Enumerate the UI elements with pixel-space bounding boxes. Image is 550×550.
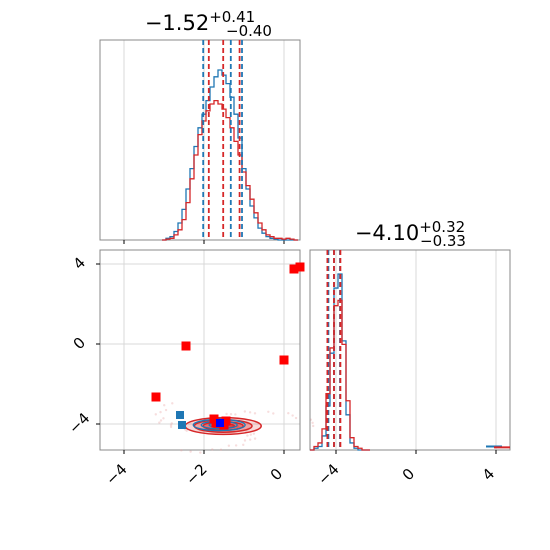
title-marginal-x-minus: −0.40 bbox=[226, 22, 272, 40]
sample-point bbox=[158, 421, 161, 424]
sample-point bbox=[253, 412, 257, 415]
truth-marker bbox=[216, 419, 224, 427]
grid-joint bbox=[100, 250, 300, 450]
red-marker bbox=[181, 341, 191, 351]
sample-point bbox=[311, 424, 315, 428]
sample-point bbox=[162, 417, 165, 420]
sample-point bbox=[159, 419, 163, 422]
marginal-y-histogram-panel: −4 0 4 bbox=[309, 249, 511, 489]
sample-point bbox=[171, 402, 174, 405]
sample-point bbox=[211, 448, 214, 451]
frame-marginal-x bbox=[99, 39, 301, 241]
x-tick-label: −2 bbox=[182, 460, 210, 488]
sample-point bbox=[180, 449, 183, 452]
frame-marginal-y bbox=[309, 249, 511, 451]
red-marker bbox=[151, 392, 161, 402]
grid-marginal-y bbox=[335, 250, 497, 450]
sample-point bbox=[294, 416, 298, 420]
title-marginal-y-minus: −0.33 bbox=[420, 232, 466, 250]
sample-point bbox=[267, 410, 270, 413]
red-marker bbox=[289, 264, 299, 274]
sample-point bbox=[243, 439, 247, 442]
title-marginal-x: −1.52+0.41 bbox=[145, 8, 255, 35]
sample-point bbox=[242, 443, 245, 447]
sample-point bbox=[164, 408, 168, 412]
red-marker bbox=[295, 262, 305, 272]
y-tick-label: 0 bbox=[70, 334, 89, 353]
sample-point bbox=[249, 433, 253, 436]
x-tick-label: −4 bbox=[314, 460, 342, 488]
x-tick-label: 0 bbox=[267, 465, 286, 484]
blue-marker bbox=[176, 411, 184, 419]
x-tick-label: −4 bbox=[102, 460, 130, 488]
y-tick-label: −4 bbox=[65, 409, 93, 437]
histogram-step-series-1 bbox=[310, 273, 370, 451]
histogram-step-series-2 bbox=[310, 299, 370, 451]
marginal-x-histogram-panel bbox=[99, 39, 301, 244]
title-marginal-y-value: −4.10 bbox=[355, 221, 419, 245]
title-marginal-x-value: −1.52 bbox=[145, 11, 209, 35]
sample-point bbox=[248, 411, 252, 414]
sample-point bbox=[225, 412, 228, 416]
sample-point bbox=[272, 412, 275, 415]
red-marker bbox=[279, 355, 289, 365]
sample-point bbox=[246, 434, 249, 437]
histogram-step-series-1 bbox=[162, 69, 298, 241]
sample-point bbox=[199, 451, 202, 454]
title-marginal-y: −4.10+0.32 bbox=[355, 218, 465, 245]
sample-point bbox=[252, 432, 256, 435]
sample-point bbox=[248, 438, 252, 441]
sample-point bbox=[163, 404, 166, 407]
sample-point bbox=[229, 412, 233, 416]
sample-point bbox=[291, 414, 294, 417]
x-tick-label: 4 bbox=[479, 465, 498, 484]
histogram-step-series-2 bbox=[162, 99, 298, 241]
joint-scatter-panel: −4 −2 0 −4 0 4 bbox=[65, 249, 315, 489]
frame-joint bbox=[99, 249, 301, 451]
sample-point bbox=[185, 429, 188, 432]
sample-point bbox=[234, 413, 237, 416]
sample-point bbox=[169, 425, 173, 429]
sample-point bbox=[169, 423, 173, 427]
sample-point bbox=[219, 448, 223, 451]
title-marginal-y-plus: +0.32 bbox=[419, 218, 465, 236]
sample-point bbox=[311, 421, 314, 425]
sample-point bbox=[287, 412, 290, 415]
sample-point bbox=[154, 413, 157, 416]
sample-point bbox=[227, 444, 231, 447]
sample-point bbox=[159, 410, 162, 414]
sample-point bbox=[170, 422, 173, 425]
sample-point bbox=[189, 450, 192, 453]
x-tick-label: 0 bbox=[399, 465, 418, 484]
y-tick-label: 4 bbox=[70, 254, 89, 273]
sample-point bbox=[234, 444, 238, 447]
blue-marker bbox=[178, 421, 186, 429]
sample-point bbox=[253, 437, 257, 440]
title-marginal-x-plus: +0.41 bbox=[209, 8, 255, 26]
sample-point bbox=[243, 410, 247, 413]
